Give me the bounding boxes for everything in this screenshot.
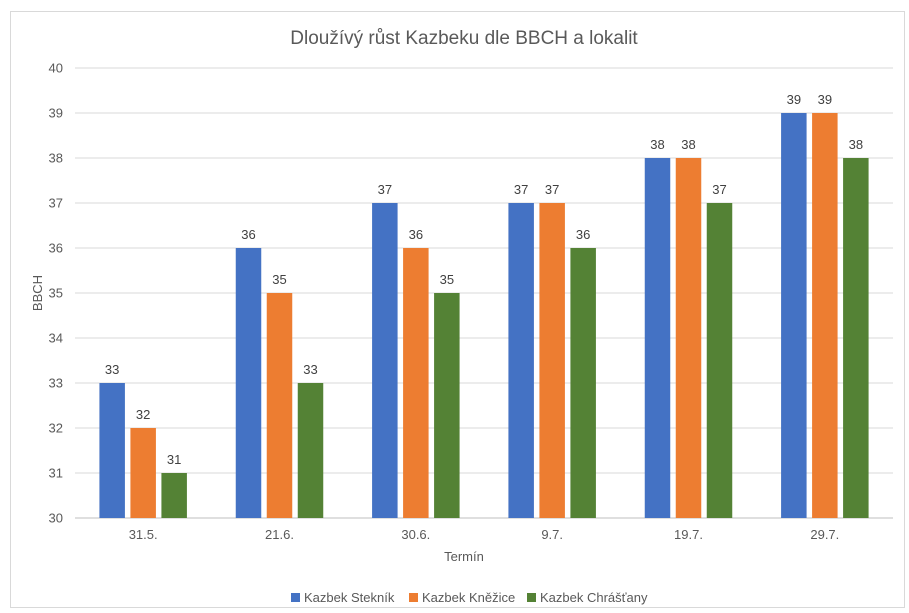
- bar: [235, 248, 262, 518]
- data-label: 36: [576, 227, 590, 242]
- bar: [161, 473, 187, 518]
- bar: [266, 293, 293, 518]
- data-label: 38: [681, 137, 695, 152]
- x-tick-label: 19.7.: [674, 527, 703, 542]
- x-tick-label: 29.7.: [810, 527, 839, 542]
- bar: [130, 428, 156, 518]
- bar: [434, 293, 460, 518]
- bar: [539, 203, 565, 518]
- data-label: 35: [272, 272, 286, 287]
- chart-title: Dloužívý růst Kazbeku dle BBCH a lokalit: [290, 28, 638, 49]
- data-label: 35: [440, 272, 454, 287]
- legend-swatch: [527, 593, 536, 602]
- y-tick-label: 34: [49, 331, 63, 346]
- data-label: 39: [818, 92, 832, 107]
- legend-label: Kazbek Kněžice: [422, 590, 515, 605]
- x-tick-label: 21.6.: [265, 527, 294, 542]
- y-tick-label: 32: [49, 421, 63, 436]
- legend-swatch: [291, 593, 300, 602]
- data-label: 37: [514, 182, 528, 197]
- legend-label: Kazbek Stekník: [304, 590, 395, 605]
- legend-label: Kazbek Chrášťany: [540, 590, 648, 605]
- data-label: 32: [136, 407, 150, 422]
- y-tick-label: 40: [49, 61, 63, 76]
- bar: [706, 203, 733, 518]
- bar: [570, 248, 596, 518]
- bars: [99, 113, 869, 518]
- bar: [812, 113, 838, 518]
- data-label: 36: [409, 227, 423, 242]
- data-label: 31: [167, 452, 181, 467]
- data-labels: 33 32 31 36 35 33 37 36 35 37 37 36 38 38 37 39 39 38: [105, 92, 863, 467]
- legend: Kazbek Stekník Kazbek Kněžice Kazbek Chráš…: [291, 590, 648, 605]
- data-label: 37: [712, 182, 726, 197]
- bar: [781, 113, 807, 518]
- y-tick-label: 36: [49, 241, 63, 256]
- y-tick-label: 33: [49, 376, 63, 391]
- data-label: 39: [787, 92, 801, 107]
- y-tick-label: 31: [49, 466, 63, 481]
- bar: [843, 158, 869, 518]
- data-label: 37: [545, 182, 559, 197]
- bar: [403, 248, 429, 518]
- data-label: 38: [650, 137, 664, 152]
- y-tick-label: 35: [49, 286, 63, 301]
- legend-swatch: [409, 593, 418, 602]
- y-tick-label: 30: [49, 511, 63, 526]
- bar: [675, 158, 702, 518]
- data-label: 37: [378, 182, 392, 197]
- bar: [372, 203, 398, 518]
- x-tick-label: 30.6.: [401, 527, 430, 542]
- y-tick-label: 37: [49, 196, 63, 211]
- bar: [297, 383, 324, 518]
- y-tick-label: 39: [49, 106, 63, 121]
- x-axis-ticks: 31.5. 21.6. 30.6. 9.7. 19.7. 29.7.: [129, 527, 840, 542]
- data-label: 38: [849, 137, 863, 152]
- x-tick-label: 31.5.: [129, 527, 158, 542]
- x-axis-title: Termín: [444, 549, 484, 564]
- bar: [508, 203, 534, 518]
- data-label: 36: [241, 227, 255, 242]
- y-axis-title: BBCH: [30, 275, 45, 311]
- bar: [99, 383, 125, 518]
- x-tick-label: 9.7.: [541, 527, 563, 542]
- data-label: 33: [303, 362, 317, 377]
- data-label: 33: [105, 362, 119, 377]
- gridlines: [75, 67, 893, 519]
- bar: [644, 158, 671, 518]
- y-tick-label: 38: [49, 151, 63, 166]
- y-axis-ticks: 30 31 32 33 34 35 36 37 38 39 40: [49, 61, 63, 526]
